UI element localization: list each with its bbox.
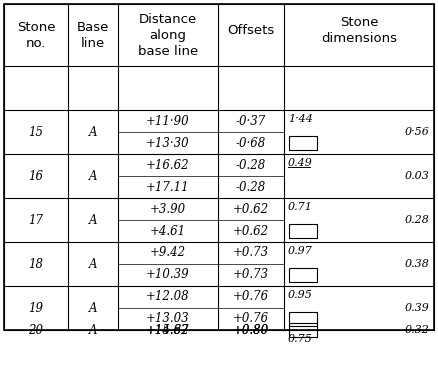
Text: +13.03: +13.03 — [146, 312, 190, 325]
Bar — [289, 224, 317, 238]
Text: 20: 20 — [28, 324, 43, 337]
Text: +9.42: +9.42 — [150, 246, 186, 259]
Text: 0.71: 0.71 — [288, 202, 313, 212]
Text: -0·68: -0·68 — [236, 136, 266, 149]
Text: +0.76: +0.76 — [233, 290, 269, 304]
Text: +11·90: +11·90 — [146, 115, 190, 128]
Text: -0.28: -0.28 — [236, 159, 266, 172]
Text: 0.38: 0.38 — [405, 259, 430, 269]
Bar — [289, 136, 317, 150]
Text: A: A — [89, 324, 97, 337]
Text: 15: 15 — [28, 126, 43, 139]
Text: 0.49: 0.49 — [288, 158, 313, 168]
Text: +0.62: +0.62 — [233, 225, 269, 238]
Text: 16: 16 — [28, 170, 43, 183]
Text: +16.62: +16.62 — [146, 159, 190, 172]
Text: 0.75: 0.75 — [288, 334, 313, 344]
Bar — [289, 323, 317, 337]
Text: A: A — [89, 170, 97, 183]
Text: +0.80: +0.80 — [233, 324, 269, 337]
Text: A: A — [89, 301, 97, 314]
Text: A: A — [89, 257, 97, 270]
Text: 1·44: 1·44 — [288, 114, 313, 124]
Text: -0·37: -0·37 — [236, 115, 266, 128]
Text: Base
line: Base line — [77, 21, 109, 50]
Text: 19: 19 — [28, 301, 43, 314]
Text: 17: 17 — [28, 214, 43, 227]
Text: +0.73: +0.73 — [233, 269, 269, 282]
Text: Stone
no.: Stone no. — [17, 21, 55, 50]
Text: +14.87: +14.87 — [146, 324, 190, 337]
Bar — [289, 312, 317, 326]
Text: +17.11: +17.11 — [146, 181, 190, 194]
Text: +15.62: +15.62 — [146, 324, 190, 337]
Text: +0.80: +0.80 — [233, 324, 269, 337]
Text: +13·30: +13·30 — [146, 136, 190, 149]
Text: +0.73: +0.73 — [233, 246, 269, 259]
Text: +12.08: +12.08 — [146, 290, 190, 304]
Bar — [4, 4, 434, 330]
Text: +3.90: +3.90 — [150, 202, 186, 215]
Text: A: A — [89, 126, 97, 139]
Text: 0.39: 0.39 — [405, 303, 430, 313]
Text: +0.62: +0.62 — [233, 202, 269, 215]
Text: -0.28: -0.28 — [236, 181, 266, 194]
Text: 0.28: 0.28 — [405, 215, 430, 225]
Text: A: A — [89, 214, 97, 227]
Text: Distance
along
base line: Distance along base line — [138, 13, 198, 58]
Text: 0.97: 0.97 — [288, 246, 313, 256]
Bar — [289, 268, 317, 282]
Text: +0.76: +0.76 — [233, 312, 269, 325]
Text: Offsets: Offsets — [227, 24, 275, 37]
Text: 18: 18 — [28, 257, 43, 270]
Text: 0.32: 0.32 — [405, 325, 430, 335]
Text: +4.61: +4.61 — [150, 225, 186, 238]
Text: 0.03: 0.03 — [405, 171, 430, 181]
Text: Stone
dimensions: Stone dimensions — [321, 16, 397, 44]
Text: 0·56: 0·56 — [405, 127, 430, 137]
Text: +10.39: +10.39 — [146, 269, 190, 282]
Text: 0.95: 0.95 — [288, 290, 313, 300]
